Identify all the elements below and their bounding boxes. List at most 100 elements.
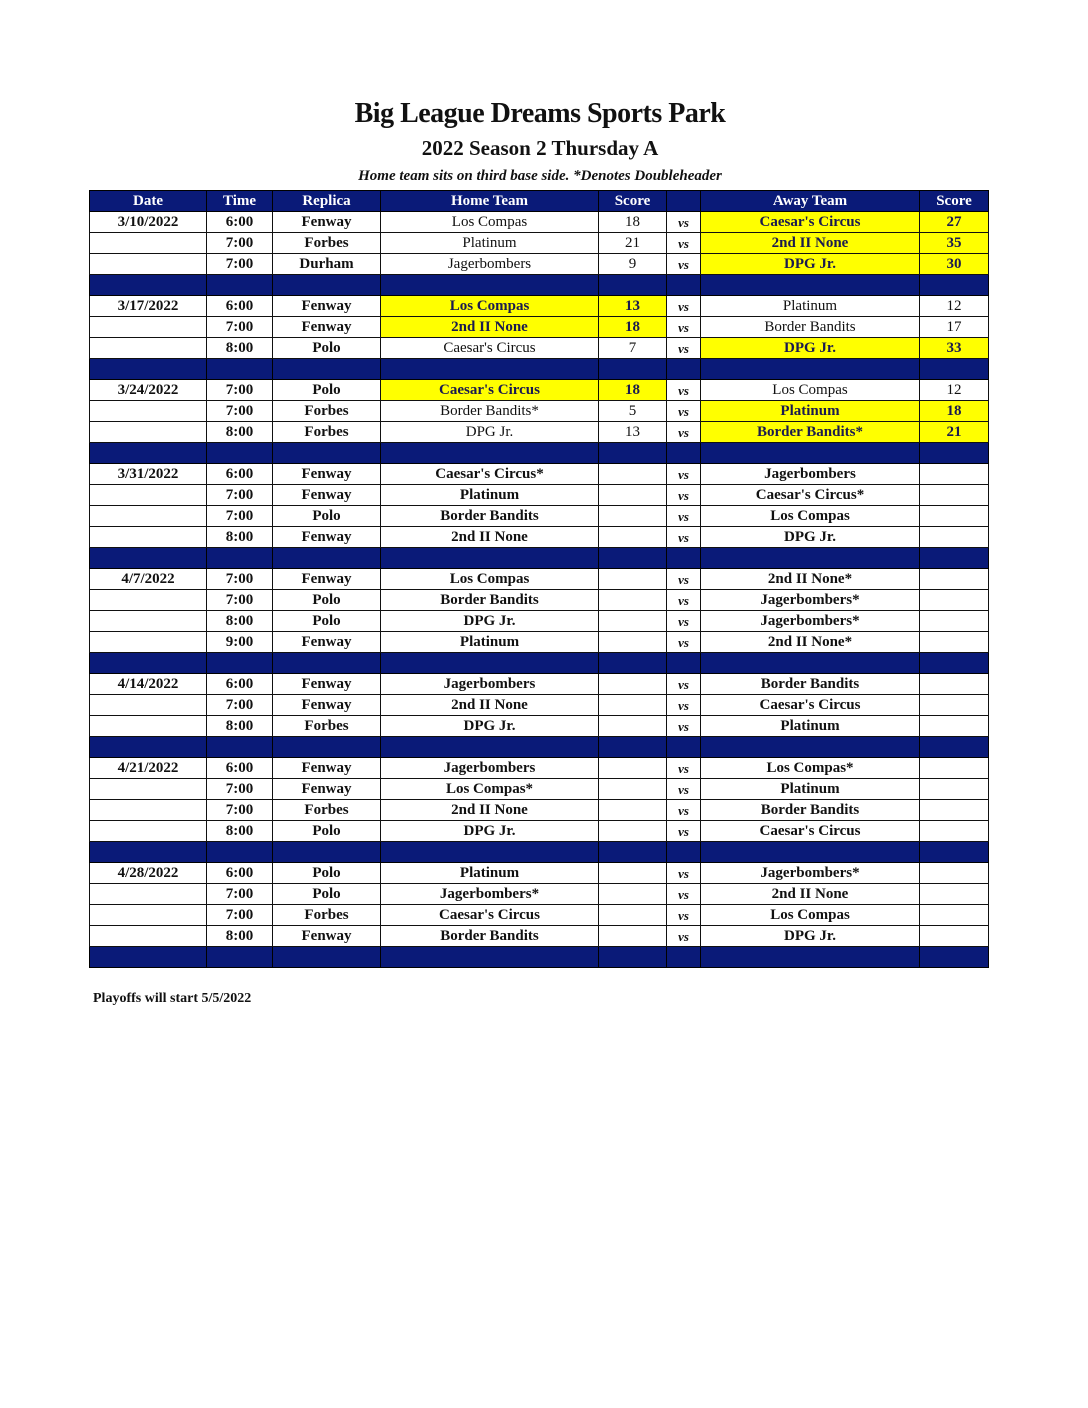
home-score-cell [598, 883, 667, 905]
header-away-team: Away Team [700, 190, 920, 212]
home-team-cell: 2nd II None [380, 799, 599, 821]
field-cell: Durham [272, 253, 381, 275]
date-cell [89, 589, 207, 611]
separator-cell [598, 736, 667, 758]
date-cell: 3/17/2022 [89, 295, 207, 317]
game-row: 7:00 Forbes Caesar's Circus vs Los Compas [89, 904, 989, 926]
separator-cell [380, 841, 599, 863]
home-score-cell [598, 589, 667, 611]
away-team-cell: DPG Jr. [700, 253, 920, 275]
time-cell: 7:00 [206, 589, 273, 611]
home-score-cell: 18 [598, 379, 667, 401]
separator-cell [206, 358, 273, 380]
page-subtitle: 2022 Season 2 Thursday A [421, 136, 659, 160]
away-score-cell: 12 [919, 379, 989, 401]
away-team-cell: Jagerbombers* [700, 610, 920, 632]
vs-label: vs [666, 295, 701, 317]
game-row: 4/28/2022 6:00 Polo Platinum vs Jagerbombers* [89, 862, 989, 884]
away-score-cell [919, 505, 989, 527]
game-row: 3/10/2022 6:00 Fenway Los Compas 18 vs Caesar'… [89, 211, 989, 233]
home-team-cell: Los Compas [380, 568, 599, 590]
home-team-cell: Border Bandits [380, 589, 599, 611]
vs-label: vs [666, 631, 701, 653]
home-score-cell [598, 505, 667, 527]
field-cell: Fenway [272, 694, 381, 716]
away-team-cell: Platinum [700, 400, 920, 422]
separator-cell [380, 652, 599, 674]
field-cell: Forbes [272, 232, 381, 254]
vs-label: vs [666, 862, 701, 884]
separator-cell [919, 652, 989, 674]
date-cell [89, 253, 207, 275]
field-cell: Polo [272, 610, 381, 632]
away-team-cell: DPG Jr. [700, 337, 920, 359]
separator-cell [666, 358, 701, 380]
game-row: 7:00 Forbes Border Bandits* 5 vs Platinum 18 [89, 400, 989, 422]
separator-cell [700, 652, 920, 674]
home-team-cell: Caesar's Circus* [380, 463, 599, 485]
field-cell: Forbes [272, 421, 381, 443]
home-team-cell: Jagerbombers* [380, 883, 599, 905]
away-team-cell: Los Compas* [700, 757, 920, 779]
away-score-cell [919, 673, 989, 695]
field-cell: Fenway [272, 778, 381, 800]
time-cell: 8:00 [206, 337, 273, 359]
game-row: 7:00 Forbes Platinum 21 vs 2nd II None 35 [89, 232, 989, 254]
header-away-score: Score [919, 190, 989, 212]
home-score-cell: 13 [598, 421, 667, 443]
header-time: Time [206, 190, 273, 212]
time-cell: 7:00 [206, 904, 273, 926]
away-score-cell [919, 463, 989, 485]
home-team-cell: Caesar's Circus [380, 379, 599, 401]
separator-cell [206, 841, 273, 863]
game-row: 7:00 Polo Border Bandits vs Jagerbombers* [89, 589, 989, 611]
home-score-cell: 21 [598, 232, 667, 254]
separator-cell [380, 946, 599, 968]
home-score-cell [598, 610, 667, 632]
separator-cell [380, 442, 599, 464]
home-team-cell: DPG Jr. [380, 715, 599, 737]
away-team-cell: DPG Jr. [700, 925, 920, 947]
separator-cell [272, 442, 381, 464]
separator-cell [666, 736, 701, 758]
field-cell: Fenway [272, 673, 381, 695]
vs-label: vs [666, 925, 701, 947]
home-team-cell: DPG Jr. [380, 820, 599, 842]
playoffs-note: Playoffs will start 5/5/2022 [93, 991, 252, 1006]
home-score-cell: 9 [598, 253, 667, 275]
time-cell: 8:00 [206, 715, 273, 737]
away-score-cell: 27 [919, 211, 989, 233]
vs-label: vs [666, 610, 701, 632]
date-cell [89, 631, 207, 653]
date-cell [89, 421, 207, 443]
home-team-cell: Caesar's Circus [380, 904, 599, 926]
week-separator [89, 736, 989, 758]
vs-label: vs [666, 715, 701, 737]
separator-cell [666, 442, 701, 464]
field-cell: Polo [272, 589, 381, 611]
time-cell: 9:00 [206, 631, 273, 653]
separator-cell [206, 547, 273, 569]
date-cell [89, 694, 207, 716]
separator-cell [272, 736, 381, 758]
field-cell: Fenway [272, 526, 381, 548]
game-row: 8:00 Fenway 2nd II None vs DPG Jr. [89, 526, 989, 548]
away-score-cell [919, 610, 989, 632]
separator-cell [700, 841, 920, 863]
field-cell: Polo [272, 862, 381, 884]
separator-cell [919, 547, 989, 569]
time-cell: 7:00 [206, 694, 273, 716]
vs-label: vs [666, 421, 701, 443]
separator-cell [919, 358, 989, 380]
field-cell: Fenway [272, 295, 381, 317]
home-score-cell [598, 925, 667, 947]
date-cell [89, 610, 207, 632]
away-score-cell [919, 568, 989, 590]
away-score-cell: 35 [919, 232, 989, 254]
game-row: 7:00 Polo Border Bandits vs Los Compas [89, 505, 989, 527]
home-score-cell [598, 463, 667, 485]
away-score-cell [919, 757, 989, 779]
game-row: 9:00 Fenway Platinum vs 2nd II None* [89, 631, 989, 653]
away-team-cell: Border Bandits [700, 316, 920, 338]
game-row: 8:00 Polo DPG Jr. vs Caesar's Circus [89, 820, 989, 842]
